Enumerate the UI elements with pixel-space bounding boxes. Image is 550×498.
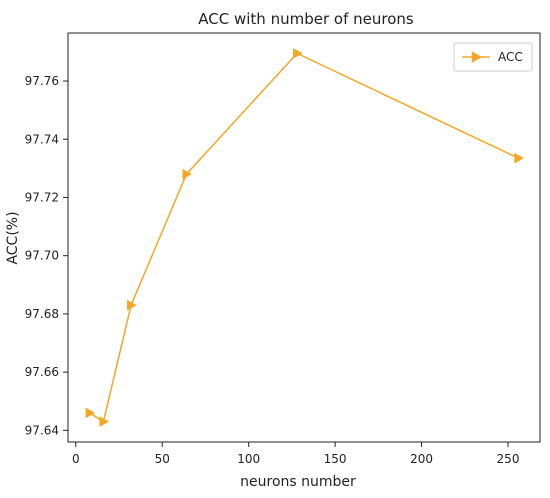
y-tick-label: 97.66 [25, 365, 59, 379]
legend-label: ACC [498, 50, 523, 64]
y-tick-label: 97.70 [25, 249, 59, 263]
y-tick-label: 97.68 [25, 307, 59, 321]
x-tick-label: 100 [237, 452, 260, 466]
legend: ACC [453, 42, 533, 72]
series-layer [85, 47, 524, 428]
x-tick-label: 200 [410, 452, 433, 466]
y-axis-ticks: 97.64 97.66 97.68 97.70 97.72 97.74 97.76 [25, 74, 68, 437]
data-point-acc [127, 299, 137, 311]
data-point-acc [99, 416, 109, 428]
y-tick-label: 97.76 [25, 74, 59, 88]
legend-box [453, 42, 533, 72]
data-point-acc [182, 168, 192, 180]
y-tick-label: 97.74 [25, 132, 59, 146]
x-tick-label: 0 [72, 452, 80, 466]
y-tick-label: 97.72 [25, 190, 59, 204]
data-point-acc [85, 407, 96, 419]
x-tick-label: 150 [324, 452, 347, 466]
x-tick-label: 250 [497, 452, 520, 466]
legend-marker [471, 51, 483, 63]
data-point-acc [293, 47, 303, 59]
x-tick-label: 50 [155, 452, 170, 466]
data-point-acc [514, 152, 524, 164]
plot-area [67, 32, 541, 443]
chart-title: ACC with number of neurons [198, 10, 414, 28]
y-axis-label: ACC(%) [5, 211, 21, 264]
x-axis-label: neurons number [240, 474, 356, 490]
y-tick-label: 97.64 [25, 423, 59, 437]
x-axis-ticks: 0 50 100 150 200 250 [72, 442, 520, 466]
